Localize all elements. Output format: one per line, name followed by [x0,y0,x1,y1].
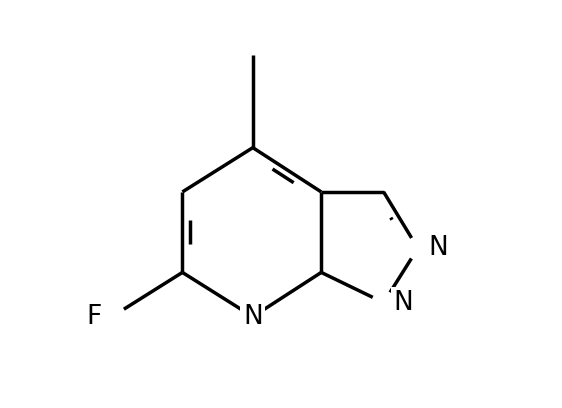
Text: N: N [394,290,414,316]
Text: F: F [87,304,102,330]
Text: N: N [428,235,448,261]
Text: N: N [243,304,262,330]
